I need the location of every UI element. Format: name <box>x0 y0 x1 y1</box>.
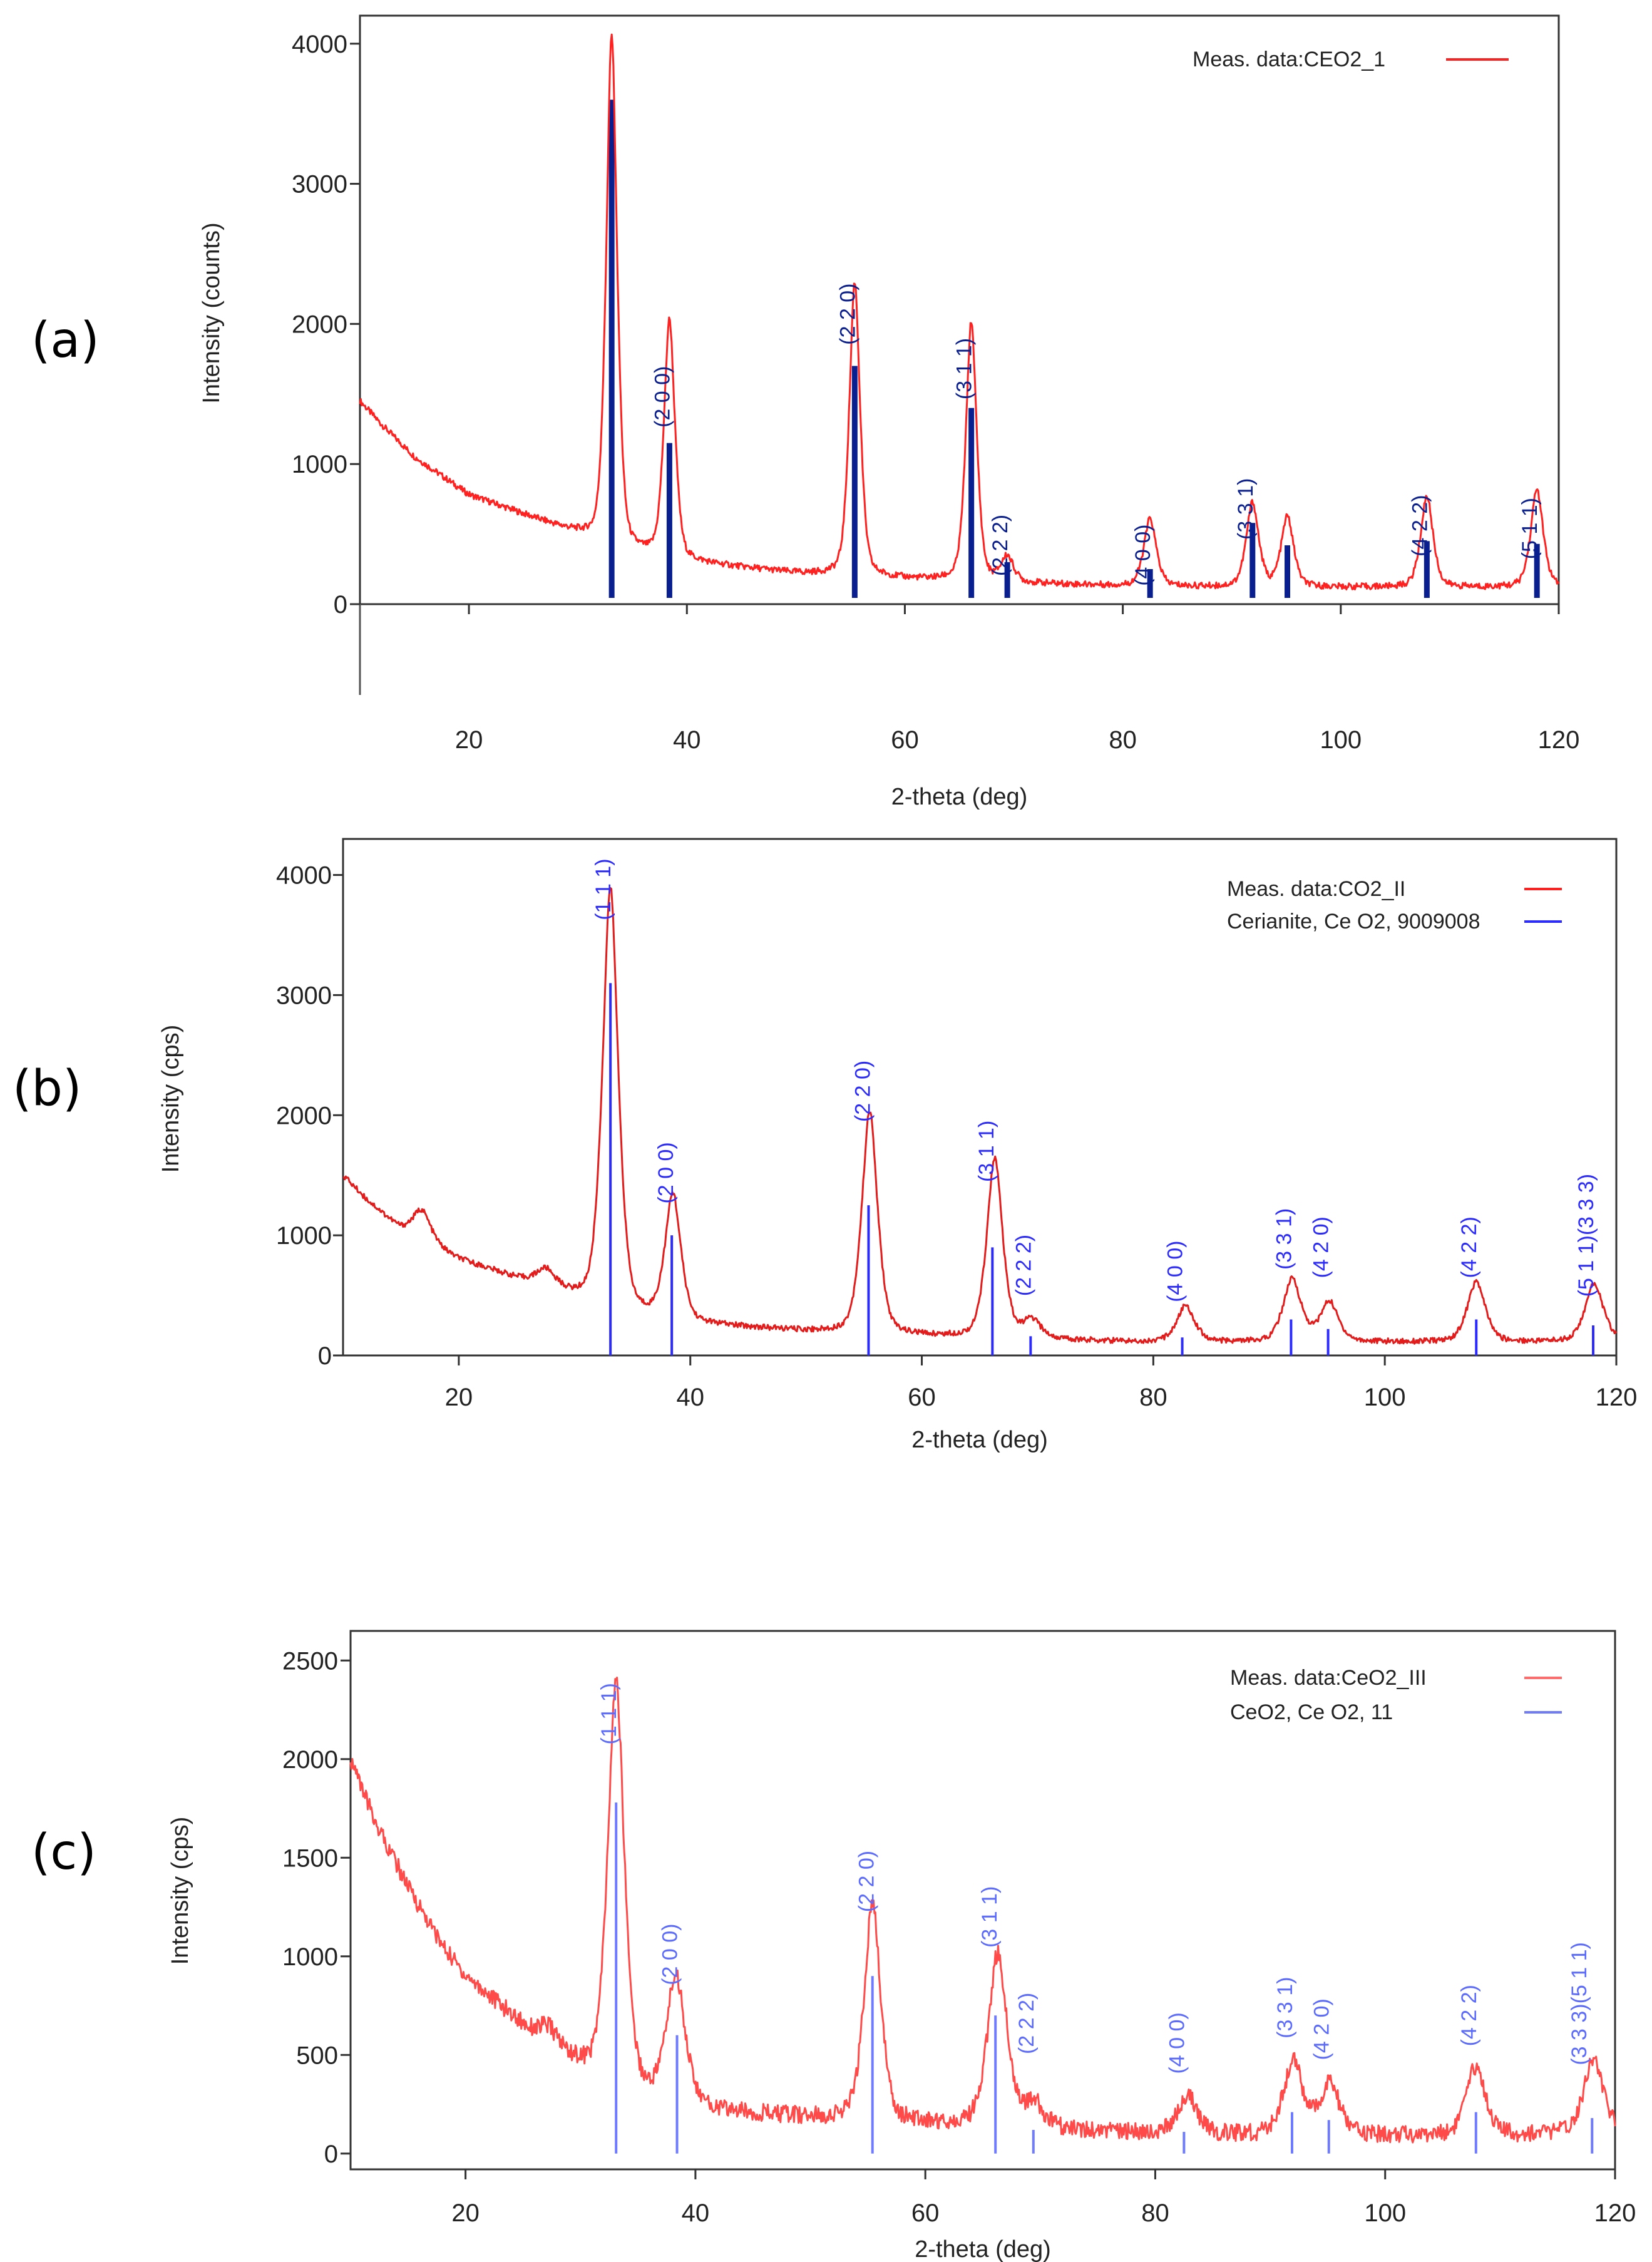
x-tick-label: 40 <box>676 1384 704 1411</box>
x-tick-label: 120 <box>1594 2199 1636 2227</box>
y-tick-label: 0 <box>324 2141 338 2168</box>
x-tick-label: 20 <box>455 726 483 754</box>
x-tick-label: 40 <box>682 2199 710 2227</box>
panel-b: (b) 20 40 60 80 100 120 0 1000 2000 3000 4000 2-the… <box>13 838 1638 1453</box>
hkl-label: (3 3 3)(5 1 1) <box>1567 1942 1591 2065</box>
y-tick-label: 4000 <box>292 31 347 58</box>
x-tick-label: 80 <box>1109 726 1137 754</box>
legend-label: CeO2, Ce O2, 11 <box>1230 1700 1393 1724</box>
legend-label: Cerianite, Ce O2, 9009008 <box>1227 910 1480 933</box>
y-tick-label: 3000 <box>276 982 332 1009</box>
pattern-line <box>342 887 1618 1345</box>
hkl-label: (3 1 1) <box>978 1886 1002 1948</box>
y-axis-title: Intensity (cps) <box>167 1817 193 1965</box>
hkl-label: (3 1 1) <box>975 1121 998 1182</box>
hkl-label: (3 3 1) <box>1273 1977 1297 2038</box>
x-tick-label: 80 <box>1141 2199 1169 2227</box>
hkl-label: (4 0 0) <box>1131 525 1155 586</box>
y-tick-label: 1000 <box>282 1943 338 1971</box>
hkl-label: (1 1 1) <box>592 858 615 920</box>
hkl-label: (2 0 0) <box>654 1142 678 1203</box>
pattern-line <box>349 1677 1616 2144</box>
plot-frame <box>349 1630 1616 2171</box>
x-tick-label: 60 <box>911 2199 940 2227</box>
plot-frame <box>359 14 1560 605</box>
hkl-label: (2 2 2) <box>1015 1993 1039 2054</box>
hkl-label: (3 1 1) <box>953 338 977 399</box>
y-axis-title: Intensity (counts) <box>198 222 225 403</box>
y-tick-label: 1000 <box>276 1222 332 1250</box>
x-tick-label: 100 <box>1364 1384 1406 1411</box>
hkl-label: (2 0 0) <box>659 1923 682 1985</box>
hkl-label: (2 2 2) <box>988 515 1012 576</box>
y-tick-label: 500 <box>296 2042 338 2069</box>
x-axis-title: 2-theta (deg) <box>915 2236 1051 2262</box>
x-axis-title: 2-theta (deg) <box>891 784 1028 810</box>
x-tick-label: 60 <box>891 726 919 754</box>
y-tick-label: 0 <box>318 1342 332 1370</box>
hkl-label: (4 2 0) <box>1310 1216 1333 1278</box>
x-tick-label: 60 <box>908 1384 936 1411</box>
hkl-label: (2 2 0) <box>836 284 859 345</box>
y-tick-label: 4000 <box>276 862 332 890</box>
y-tick-label: 1500 <box>282 1844 338 1872</box>
pattern-line <box>359 33 1560 590</box>
hkl-label: (4 2 2) <box>1408 495 1432 557</box>
legend-label: Meas. data:CO2_II <box>1227 877 1405 901</box>
hkl-label: (3 3 1) <box>1234 478 1258 540</box>
hkl-label: (1 1 1) <box>597 1683 621 1744</box>
x-axis-title: 2-theta (deg) <box>911 1427 1048 1453</box>
hkl-label: (2 0 0) <box>650 366 674 428</box>
y-axis-title: Intensity (cps) <box>158 1025 184 1173</box>
legend-label: Meas. data:CEO2_1 <box>1193 48 1385 71</box>
hkl-label: (5 1 1)(3 3 3) <box>1574 1174 1598 1297</box>
hkl-label: (2 2 2) <box>1012 1235 1035 1296</box>
x-tick-label: 20 <box>445 1384 473 1411</box>
x-tick-label: 120 <box>1538 726 1580 754</box>
hkl-label: (4 2 2) <box>1457 1216 1481 1278</box>
y-tick-label: 0 <box>334 591 347 619</box>
y-tick-label: 1000 <box>292 451 347 478</box>
x-tick-label: 100 <box>1320 726 1362 754</box>
x-tick-label: 40 <box>673 726 701 754</box>
hkl-label: (3 3 1) <box>1272 1208 1296 1270</box>
panel-c: (c) 20 40 60 80 100 120 0 500 1000 1500 2000 2500 2-… <box>31 1630 1636 2262</box>
y-tick-label: 3000 <box>292 171 347 198</box>
hkl-label: (2 2 0) <box>851 1061 875 1122</box>
hkl-label: (4 2 2) <box>1457 1985 1481 2046</box>
x-tick-label: 20 <box>451 2199 480 2227</box>
panel-a: (a) 20 40 60 80 100 120 0 1000 2000 3000 4000 2-the… <box>31 14 1580 810</box>
hkl-label: (4 0 0) <box>1164 1241 1188 1302</box>
panel-label-c: (c) <box>31 1824 96 1881</box>
panel-label-b: (b) <box>13 1061 81 1117</box>
x-tick-label: 80 <box>1139 1384 1167 1411</box>
hkl-label: (5 1 1) <box>1518 498 1542 559</box>
plot-frame <box>342 838 1618 1357</box>
panel-label-a: (a) <box>31 312 100 369</box>
hkl-label: (4 2 0) <box>1310 1998 1334 2060</box>
x-tick-label: 120 <box>1596 1384 1638 1411</box>
y-tick-label: 2500 <box>282 1647 338 1675</box>
y-tick-label: 2000 <box>292 311 347 338</box>
y-tick-label: 2000 <box>282 1746 338 1774</box>
legend-label: Meas. data:CeO2_III <box>1230 1666 1427 1690</box>
hkl-label: (2 2 0) <box>855 1851 879 1912</box>
y-tick-label: 2000 <box>276 1102 332 1129</box>
hkl-label: (4 0 0) <box>1165 2012 1189 2074</box>
x-tick-label: 100 <box>1364 2199 1406 2227</box>
